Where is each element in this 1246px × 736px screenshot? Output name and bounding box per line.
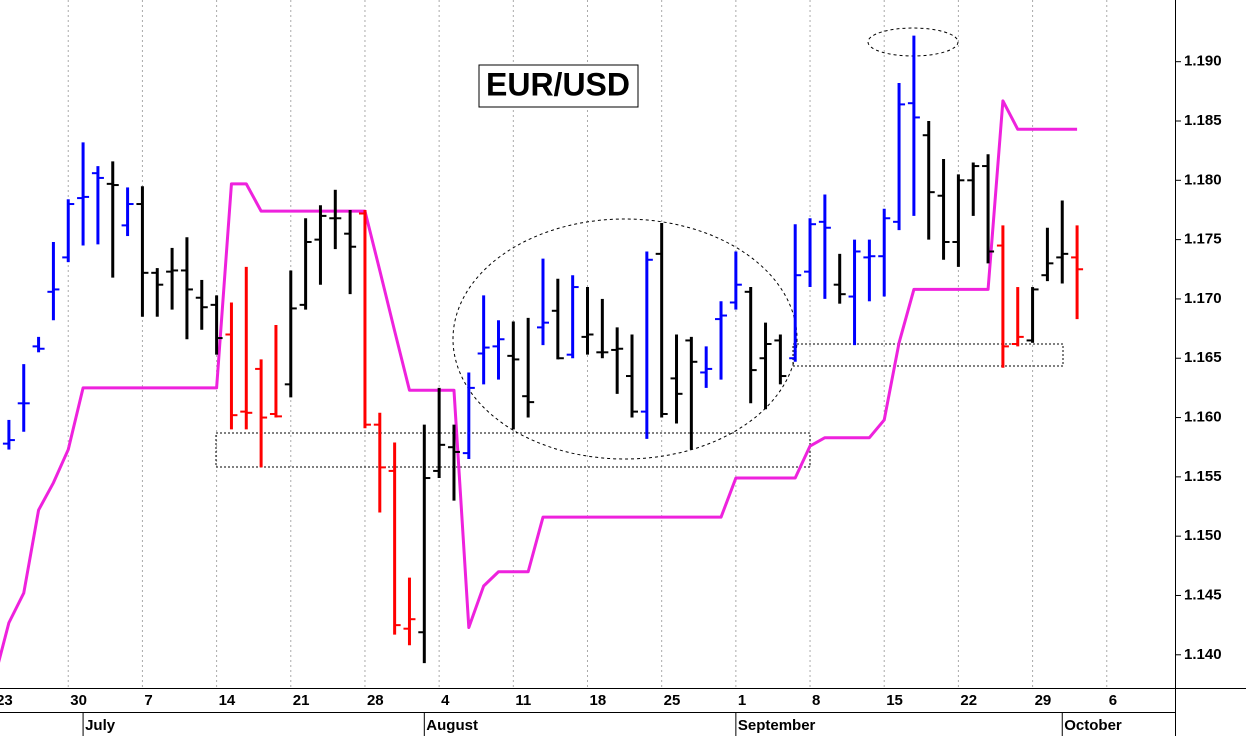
x-tick-label: 21 xyxy=(293,692,310,709)
x-tick-label: 18 xyxy=(590,692,607,709)
annotations xyxy=(215,27,1064,468)
x-tick-label: 15 xyxy=(886,692,903,709)
x-tick-label: 6 xyxy=(1109,692,1117,709)
x-tick-label: 30 xyxy=(70,692,87,709)
x-tick-label: 1 xyxy=(738,692,746,709)
highlight-box xyxy=(215,432,811,468)
title-box xyxy=(478,64,639,108)
month-label: August xyxy=(426,717,478,734)
x-tick-label: 23 xyxy=(0,692,13,709)
labels-layer: 1.140 1.145 1.150 1.155 1.160 1.165 1.170 1.175… xyxy=(0,53,1222,736)
y-tick-label: 1.165 xyxy=(1184,349,1222,366)
x-tick-label: 25 xyxy=(664,692,681,709)
highlight-ellipse xyxy=(452,218,798,460)
y-tick-label: 1.180 xyxy=(1184,171,1222,188)
x-tick-label: 28 xyxy=(367,692,384,709)
month-label: September xyxy=(738,717,816,734)
highlight-box xyxy=(792,343,1064,367)
month-label: October xyxy=(1064,717,1122,734)
month-label: July xyxy=(85,717,116,734)
y-tick-label: 1.170 xyxy=(1184,290,1222,307)
y-tick-label: 1.140 xyxy=(1184,646,1222,663)
chart-title: EUR/USD xyxy=(486,66,630,102)
y-tick-label: 1.145 xyxy=(1184,586,1222,603)
stop-line xyxy=(0,99,1078,663)
x-tick-label: 11 xyxy=(515,692,531,709)
x-tick-label: 22 xyxy=(960,692,977,709)
x-tick-label: 7 xyxy=(144,692,152,709)
x-tick-label: 8 xyxy=(812,692,820,709)
marks-layer xyxy=(0,35,1084,664)
y-tick-label: 1.150 xyxy=(1184,527,1222,544)
y-tick-label: 1.185 xyxy=(1184,112,1222,129)
x-tick-label: 29 xyxy=(1035,692,1052,709)
y-tick-label: 1.175 xyxy=(1184,231,1222,248)
y-tick-label: 1.155 xyxy=(1184,468,1222,485)
x-tick-label: 4 xyxy=(441,692,450,709)
x-tick-label: 14 xyxy=(219,692,236,709)
y-tick-label: 1.160 xyxy=(1184,409,1222,426)
y-tick-label: 1.190 xyxy=(1184,53,1222,70)
